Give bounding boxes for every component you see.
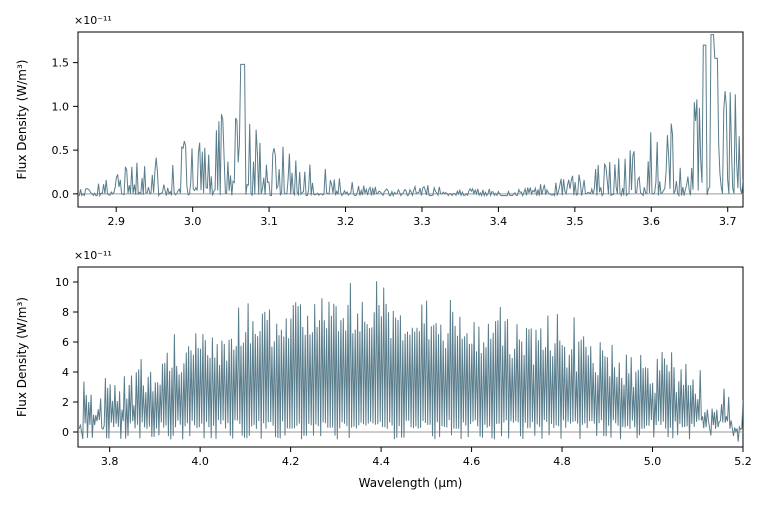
xtick-label: 3.2 [337,215,355,228]
ylabel: Flux Density (W/m³) [15,297,29,417]
spectrum-line-bottom [78,281,743,441]
spectrum-line-top [78,35,743,196]
xtick-label: 5.2 [734,455,752,468]
ytick-label: 0.5 [52,144,70,157]
ytick-label: 10 [55,276,69,289]
ytick-label: 6 [62,336,69,349]
xtick-label: 3.1 [260,215,278,228]
ytick-label: 0.0 [52,188,70,201]
xtick-label: 2.9 [107,215,125,228]
xtick-label: 3.0 [184,215,202,228]
xtick-label: 4.6 [463,455,481,468]
ytick-label: 1.0 [52,100,70,113]
xtick-label: 4.2 [282,455,300,468]
xlabel: Wavelength (μm) [359,476,463,490]
plot-svg: 2.9 3.0 3.1 3.2 3.3 3.4 3.5 3.6 3.7 0.0 0.5 1.0 1.5 ×… [0,0,768,506]
ytick-label: 2 [62,396,69,409]
y-offset-label: ×10⁻¹¹ [74,249,112,262]
xtick-label: 3.6 [643,215,661,228]
ytick-label: 4 [62,366,69,379]
axes-border [78,32,743,207]
xtick-label: 3.3 [413,215,431,228]
xtick-label: 3.5 [566,215,584,228]
xtick-label: 3.4 [490,215,508,228]
xtick-label: 4.8 [553,455,571,468]
xtick-label: 4.0 [191,455,209,468]
y-offset-label: ×10⁻¹¹ [74,14,112,27]
xtick-label: 4.4 [372,455,390,468]
xtick-label: 5.0 [644,455,662,468]
ytick-label: 8 [62,306,69,319]
ytick-label: 0 [62,426,69,439]
ytick-label: 1.5 [52,57,70,70]
xtick-label: 3.7 [719,215,737,228]
ylabel: Flux Density (W/m³) [15,60,29,180]
spectrum-figure: 2.9 3.0 3.1 3.2 3.3 3.4 3.5 3.6 3.7 0.0 0.5 1.0 1.5 ×… [0,0,768,506]
xtick-label: 3.8 [101,455,119,468]
